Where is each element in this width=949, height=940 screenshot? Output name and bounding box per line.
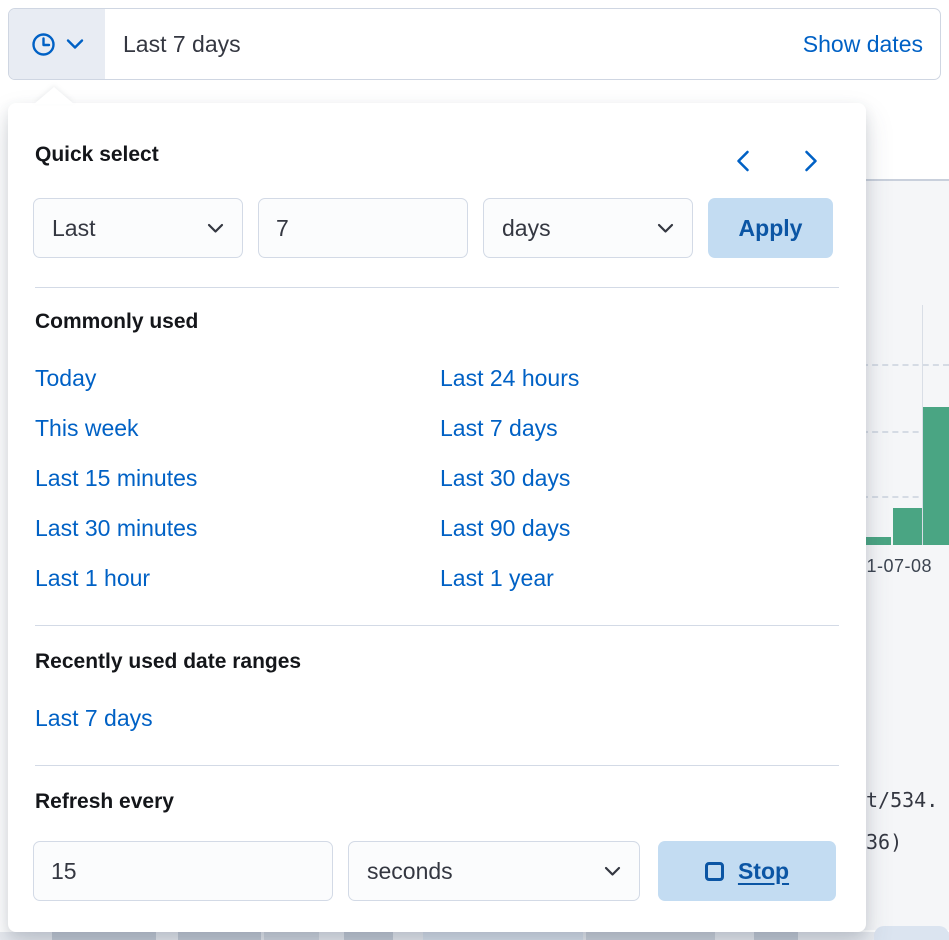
stop-icon [704,861,724,881]
commonly-used-link[interactable]: Last 1 year [440,565,554,591]
show-dates-button[interactable]: Show dates [802,30,923,57]
tense-select-value: Last [52,214,96,241]
chart-gridline [862,431,949,433]
commonly-used-link[interactable]: This week [35,415,139,441]
commonly-used-link[interactable]: Last 7 days [440,415,558,441]
date-picker-bar: Last 7 days Show dates [8,8,941,80]
time-quick-select-popover: Quick select Last days Apply Commonly us… [8,87,866,932]
histogram-bar [893,508,922,545]
commonly-used-link[interactable]: Last 30 minutes [35,515,198,541]
popover-arrow [34,87,74,104]
refresh-every-title: Refresh every [35,790,174,813]
header-bottom-border [860,179,949,181]
chart-gridline [862,496,949,498]
chart-gridline [862,364,949,366]
recently-used-link[interactable]: Last 7 days [35,705,153,731]
commonly-used-link[interactable]: Last 24 hours [440,365,580,391]
clock-icon [30,31,57,58]
commonly-used-link[interactable]: Last 90 days [440,515,571,541]
commonly-used-link[interactable]: Last 1 hour [35,565,151,591]
chevron-down-icon [207,223,224,234]
selected-time-range[interactable]: Last 7 days [123,30,241,57]
time-quick-select-button[interactable] [9,9,105,79]
chart-panel-background [860,181,949,930]
commonly-used-link[interactable]: Today [35,365,97,391]
commonly-used-link[interactable]: Last 15 minutes [35,465,198,491]
histogram-bar [923,407,949,545]
section-divider [35,765,839,766]
apply-button[interactable]: Apply [708,198,833,258]
time-unit-select-value: days [502,214,551,241]
refresh-unit-select-value: seconds [367,857,453,884]
commonly-used-title: Commonly used [35,310,199,333]
refresh-interval-input[interactable] [33,841,333,901]
next-time-window-button[interactable] [794,143,828,179]
x-axis-tick-label: 21-07-08 [856,556,933,576]
chevron-down-icon [657,223,674,234]
histogram-bar [855,537,891,545]
background-scroll-tab [874,926,949,940]
chevron-down-icon [604,866,621,877]
section-divider [35,287,839,288]
tense-select[interactable]: Last [33,198,243,258]
chevron-down-icon [66,38,84,50]
time-amount-input[interactable] [258,198,468,258]
section-divider [35,625,839,626]
commonly-used-link[interactable]: Last 30 days [440,465,571,491]
recently-used-title: Recently used date ranges [35,650,302,673]
log-text-fragment: t/534. [866,788,939,812]
time-unit-select[interactable]: days [483,198,693,258]
refresh-unit-select[interactable]: seconds [348,841,640,901]
log-text-fragment: 36) [866,830,903,854]
background-table-row [0,932,949,940]
quick-select-title: Quick select [35,143,159,166]
chart-gridline-vertical [922,305,923,545]
refresh-stop-button[interactable]: Stop [658,841,836,901]
stop-button-label: Stop [737,857,790,884]
previous-time-window-button[interactable] [726,143,760,179]
